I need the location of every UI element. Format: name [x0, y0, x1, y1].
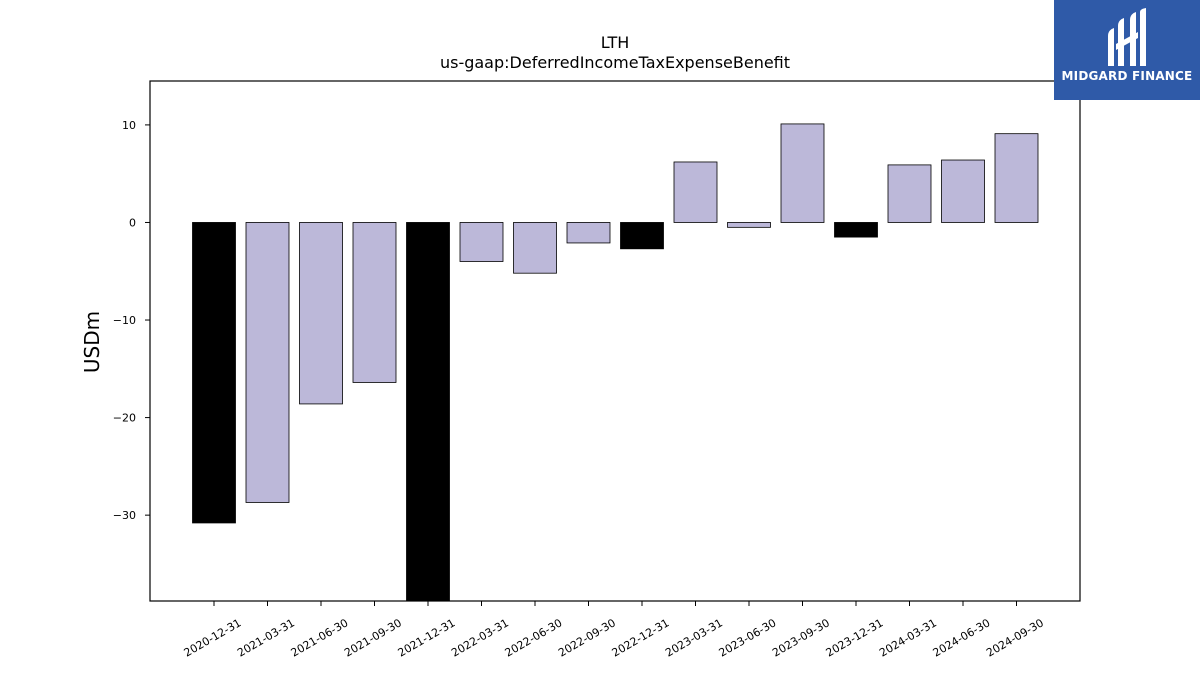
bars-group	[192, 123, 1039, 601]
bar-2020-12-31	[192, 222, 236, 524]
chart-subtitle: us-gaap:DeferredIncomeTaxExpenseBenefit	[440, 53, 790, 72]
bar-2024-09-30	[994, 133, 1039, 223]
bar-2022-12-31	[620, 222, 664, 250]
bar-2022-06-30	[513, 222, 557, 274]
bar-2021-12-31	[406, 222, 450, 601]
bar-2024-03-31	[887, 164, 932, 223]
x-tick-label: 2022-03-31	[449, 616, 511, 659]
bar-2023-03-31	[673, 161, 718, 223]
bar-2023-12-31	[834, 222, 878, 238]
x-tick-label: 2024-03-31	[877, 616, 939, 659]
y-tick-label: 10	[122, 119, 136, 132]
bar-2023-09-30	[780, 123, 825, 223]
bar-2023-06-30	[727, 222, 771, 228]
y-tick-label: 0	[129, 216, 136, 229]
y-tick-label: −10	[113, 314, 136, 327]
x-tick-label: 2022-09-30	[556, 616, 618, 659]
x-tick-label: 2023-03-31	[663, 616, 725, 659]
x-tick-label: 2024-06-30	[931, 616, 993, 659]
bar-2024-06-30	[941, 159, 985, 223]
x-tick-label: 2024-09-30	[984, 616, 1046, 659]
bar-2022-09-30	[566, 222, 611, 244]
y-tick-label: −20	[113, 412, 136, 425]
bar-2021-06-30	[299, 222, 343, 405]
brand-logo-text: MIDGARD FINANCE	[1061, 69, 1193, 83]
x-tick-label: 2021-12-31	[396, 616, 458, 659]
x-tick-label: 2021-06-30	[289, 616, 351, 659]
x-tick-label: 2020-12-31	[182, 616, 244, 659]
x-tick-label: 2023-06-30	[717, 616, 779, 659]
midgard-logo-icon	[1108, 8, 1146, 66]
x-tick-label: 2021-03-31	[235, 616, 297, 659]
bar-2022-03-31	[459, 222, 504, 262]
x-tick-label: 2023-09-30	[770, 616, 832, 659]
bar-2021-03-31	[245, 222, 290, 503]
plot-frame	[149, 80, 1081, 602]
bar-2021-09-30	[352, 222, 397, 383]
brand-logo: MIDGARD FINANCE	[1054, 0, 1200, 100]
x-tick-label: 2023-12-31	[824, 616, 886, 659]
x-tick-label: 2022-12-31	[610, 616, 672, 659]
x-tick-label: 2021-09-30	[342, 616, 404, 659]
chart-title: LTH	[601, 33, 630, 52]
y-axis-label: USDm	[80, 311, 104, 373]
y-tick-label: −30	[113, 509, 136, 522]
x-tick-label: 2022-06-30	[503, 616, 565, 659]
